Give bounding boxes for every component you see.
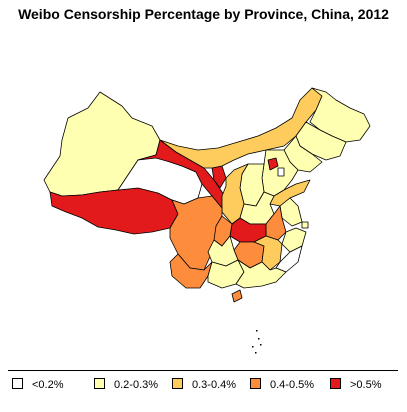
legend-item: 0.4-0.5% <box>250 378 314 391</box>
china-choropleth-map <box>43 87 371 354</box>
province-hainan <box>231 289 243 303</box>
map-title: Weibo Censorship Percentage by Province,… <box>18 6 389 22</box>
province-yunnan <box>169 253 213 289</box>
province-heilongjiang <box>309 87 371 143</box>
province-tianjin <box>277 167 285 177</box>
legend-label: <0.2% <box>32 379 64 391</box>
province-inner-mongolia <box>159 87 323 169</box>
legend-swatch <box>12 378 23 389</box>
south-china-sea-islands <box>252 330 262 354</box>
legend-label: >0.5% <box>350 379 382 391</box>
legend-swatch <box>94 378 105 389</box>
legend-item: 0.2-0.3% <box>94 378 158 391</box>
legend-item: 0.3-0.4% <box>172 378 236 391</box>
province-beijing <box>267 157 279 171</box>
map-legend: <0.2% 0.2-0.3% 0.3-0.4% 0.4-0.5% >0.5% <box>8 370 398 397</box>
legend-item: <0.2% <box>12 378 64 391</box>
legend-item: >0.5% <box>330 378 382 391</box>
legend-swatch <box>330 378 341 389</box>
legend-label: 0.3-0.4% <box>192 379 237 391</box>
legend-swatch <box>250 378 261 389</box>
province-shanghai <box>301 221 309 229</box>
province-guangdong <box>235 259 287 289</box>
legend-label: 0.4-0.5% <box>270 379 315 391</box>
province-shandong <box>269 179 311 207</box>
legend-label: 0.2-0.3% <box>114 379 159 391</box>
legend-swatch <box>172 378 183 389</box>
